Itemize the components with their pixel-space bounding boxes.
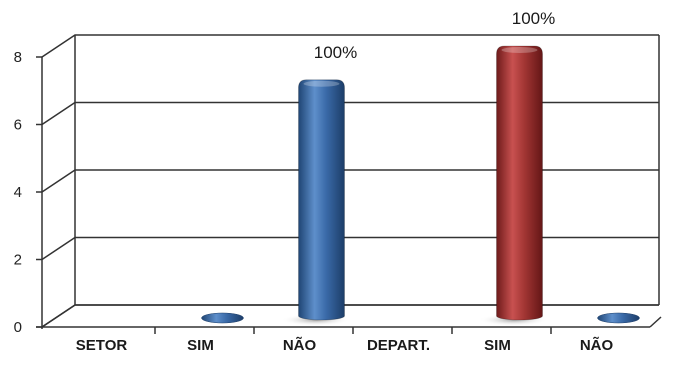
x-axis-corner [649, 316, 662, 328]
gridlines [41, 34, 659, 328]
bars [201, 45, 640, 326]
gridline [41, 236, 659, 261]
y-tick-label: 8 [14, 49, 22, 66]
x-tick-label: SETOR [76, 337, 128, 354]
bar-top-highlight [501, 47, 538, 53]
chart-walls [41, 35, 660, 328]
y-tick-label: 2 [14, 252, 22, 269]
y-tick-label: 6 [14, 117, 22, 134]
gridline [41, 34, 659, 58]
y-tick-label: 4 [14, 184, 22, 201]
x-tick-label: DEPART. [367, 337, 430, 354]
data-labels: 100% 100% [314, 9, 555, 62]
bar [298, 79, 345, 321]
x-tick-labels: SETOR SIM NÃO DEPART. SIM NÃO [76, 336, 614, 354]
x-tick-label: SIM [187, 337, 214, 354]
x-tick-label: SIM [484, 337, 511, 354]
bar [496, 45, 543, 321]
x-tick-label: NÃO [283, 336, 317, 354]
bar-zero-disk [201, 312, 244, 324]
gridline [41, 169, 659, 193]
data-label: 100% [314, 43, 357, 62]
y-tick-labels: 0 2 4 6 8 [14, 49, 22, 336]
bar-top-highlight [303, 80, 340, 87]
data-label: 100% [512, 9, 555, 28]
floor-back-edge [41, 304, 659, 328]
gridline [41, 101, 659, 126]
y-tick-label: 0 [14, 319, 22, 336]
gridline [41, 304, 659, 328]
axes [36, 56, 662, 334]
x-tick-label: NÃO [580, 336, 614, 354]
bar-zero-disk [597, 312, 640, 324]
